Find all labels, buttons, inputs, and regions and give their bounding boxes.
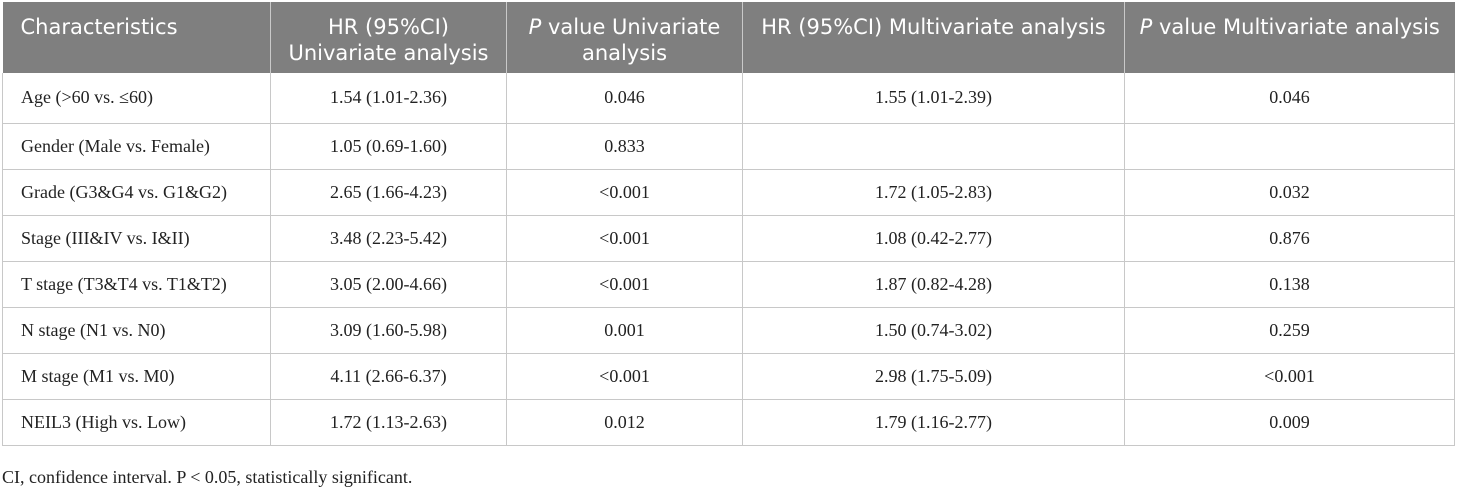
cell-p-univariate: <0.001 — [506, 261, 743, 308]
table-container: Characteristics HR (95%CI) Univariate an… — [2, 2, 1455, 446]
cox-regression-table: Characteristics HR (95%CI) Univariate an… — [2, 2, 1455, 446]
cell-p-univariate: <0.001 — [506, 353, 743, 400]
cell-p-multivariate: 0.032 — [1124, 169, 1455, 216]
table-footnote: CI, confidence interval. P < 0.05, stati… — [2, 467, 413, 487]
cell-p-multivariate: 0.046 — [1124, 73, 1455, 124]
cell-hr-multivariate: 1.79 (1.16-2.77) — [742, 399, 1125, 446]
table-row: Stage (III&IV vs. I&II) 3.48 (2.23-5.42) <… — [2, 215, 1455, 262]
cell-p-univariate: <0.001 — [506, 215, 743, 262]
header-characteristics: Characteristics — [2, 2, 271, 73]
cell-p-multivariate: 0.876 — [1124, 215, 1455, 262]
cell-hr-multivariate: 1.72 (1.05-2.83) — [742, 169, 1125, 216]
table-row: Gender (Male vs. Female) 1.05 (0.69-1.60)… — [2, 123, 1455, 170]
cell-p-multivariate: 0.259 — [1124, 307, 1455, 354]
cell-hr-multivariate — [742, 123, 1125, 170]
table-row: NEIL3 (High vs. Low) 1.72 (1.13-2.63) 0.01… — [2, 399, 1455, 446]
cell-hr-multivariate: 1.55 (1.01-2.39) — [742, 73, 1125, 124]
cell-p-multivariate: 0.009 — [1124, 399, 1455, 446]
cell-p-univariate: 0.001 — [506, 307, 743, 354]
cell-characteristic: Age (>60 vs. ≤60) — [2, 73, 271, 124]
cell-characteristic: Gender (Male vs. Female) — [2, 123, 271, 170]
cell-p-multivariate: 0.138 — [1124, 261, 1455, 308]
cell-hr-multivariate: 1.08 (0.42-2.77) — [742, 215, 1125, 262]
cell-characteristic: N stage (N1 vs. N0) — [2, 307, 271, 354]
cell-characteristic: M stage (M1 vs. M0) — [2, 353, 271, 400]
cell-p-univariate: <0.001 — [506, 169, 743, 216]
cell-hr-univariate: 1.54 (1.01-2.36) — [270, 73, 507, 124]
cell-hr-univariate: 2.65 (1.66-4.23) — [270, 169, 507, 216]
cell-characteristic: Stage (III&IV vs. I&II) — [2, 215, 271, 262]
cell-characteristic: T stage (T3&T4 vs. T1&T2) — [2, 261, 271, 308]
cell-hr-univariate: 4.11 (2.66-6.37) — [270, 353, 507, 400]
cell-p-univariate: 0.046 — [506, 73, 743, 124]
cell-p-univariate: 0.012 — [506, 399, 743, 446]
cell-hr-multivariate: 2.98 (1.75-5.09) — [742, 353, 1125, 400]
cell-hr-univariate: 3.09 (1.60-5.98) — [270, 307, 507, 354]
header-hr-multivariate: HR (95%CI) Multivariate analysis — [742, 2, 1125, 73]
cell-p-multivariate: <0.001 — [1124, 353, 1455, 400]
table-row: Grade (G3&G4 vs. G1&G2) 2.65 (1.66-4.23) <… — [2, 169, 1455, 216]
table-body: Age (>60 vs. ≤60) 1.54 (1.01-2.36) 0.046 1.… — [2, 73, 1455, 446]
cell-hr-multivariate: 1.87 (0.82-4.28) — [742, 261, 1125, 308]
header-hr-univariate: HR (95%CI) Univariate analysis — [270, 2, 507, 73]
table-row: Age (>60 vs. ≤60) 1.54 (1.01-2.36) 0.046 1.… — [2, 73, 1455, 124]
cell-hr-multivariate: 1.50 (0.74-3.02) — [742, 307, 1125, 354]
header-p-univariate: P value Univariate analysis — [506, 2, 743, 73]
cell-hr-univariate: 1.05 (0.69-1.60) — [270, 123, 507, 170]
header-p-multivariate: P value Multivariate analysis — [1124, 2, 1455, 73]
table-row: T stage (T3&T4 vs. T1&T2) 3.05 (2.00-4.66… — [2, 261, 1455, 308]
cell-p-multivariate — [1124, 123, 1455, 170]
cell-p-univariate: 0.833 — [506, 123, 743, 170]
table-row: M stage (M1 vs. M0) 4.11 (2.66-6.37) <0.00… — [2, 353, 1455, 400]
cell-characteristic: Grade (G3&G4 vs. G1&G2) — [2, 169, 271, 216]
header-row: Characteristics HR (95%CI) Univariate an… — [2, 2, 1455, 73]
cell-characteristic: NEIL3 (High vs. Low) — [2, 399, 271, 446]
cell-hr-univariate: 1.72 (1.13-2.63) — [270, 399, 507, 446]
table-row: N stage (N1 vs. N0) 3.09 (1.60-5.98) 0.001… — [2, 307, 1455, 354]
cell-hr-univariate: 3.05 (2.00-4.66) — [270, 261, 507, 308]
cell-hr-univariate: 3.48 (2.23-5.42) — [270, 215, 507, 262]
